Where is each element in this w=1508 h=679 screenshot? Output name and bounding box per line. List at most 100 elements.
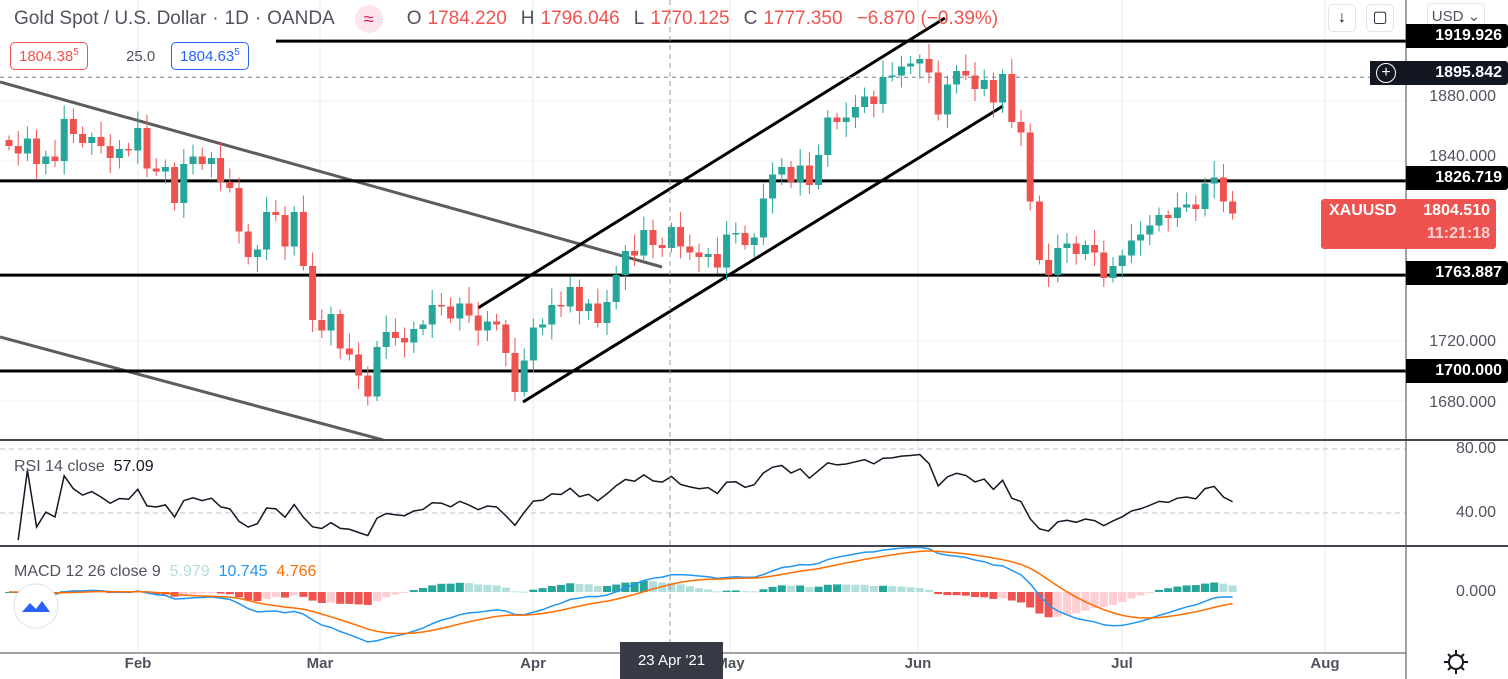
grid [0,0,1406,653]
candle-body [870,96,878,104]
candle-body [152,168,160,172]
macd-histogram-bar [630,582,639,592]
macd-histogram-bar [777,585,786,592]
level-label: 1919.926 [1406,24,1508,48]
macd-histogram-bar [400,592,409,593]
macd-histogram-bar [1228,585,1237,592]
bid-pip: 5 [73,47,79,58]
candle-body [916,59,924,64]
candle-body [585,303,593,311]
macd-histogram-bar [373,592,381,602]
rsi-panel [17,453,1233,541]
candle-body [888,75,896,77]
macd-histogram-bar [492,585,501,592]
macd-histogram-bar [538,588,547,592]
candle-body [594,303,602,323]
macd-histogram-bar [428,585,437,592]
candle-body [750,237,758,245]
macd-histogram-bar [419,587,427,592]
candle-body [14,146,22,154]
candle-body [1219,177,1227,202]
macd-histogram-bar [290,592,299,596]
candle-body [226,182,234,188]
macd-histogram-bar [1182,585,1191,592]
download-arrow-icon[interactable]: ↓ [1328,4,1356,32]
candle-body [60,119,68,161]
macd-histogram-bar [750,591,759,593]
candle-body [198,156,206,164]
fullscreen-icon[interactable]: ▢ [1366,4,1394,32]
candle-body [410,329,418,343]
settings-gear-icon[interactable] [1444,650,1468,674]
candle-body [1229,201,1237,214]
candle-body [23,138,31,154]
buy-button[interactable]: 1804.635 [171,42,249,70]
macd-histogram-bar [345,592,354,604]
candle-body [1127,240,1135,256]
macd-histogram-bar [787,585,795,592]
candle-body [640,230,648,256]
high-value: 1796.046 [540,8,620,29]
candle-body [980,80,988,89]
macd-histogram-bar [271,592,280,598]
candle-body [907,63,915,67]
candle-body [575,287,583,311]
macd-histogram-bar [685,586,694,592]
candle-body [548,305,556,325]
macd-histogram-bar [842,584,851,592]
candle-body [437,305,445,307]
candle-body [1210,177,1218,184]
level-value: 1895.842 [1435,64,1502,81]
candle-body [787,167,795,182]
macd-histogram-bar [741,591,749,593]
macd-histogram-bar [713,591,722,593]
time-label: Aug [1310,655,1340,672]
macd-legend[interactable]: MACD 12 26 close 9 5.979 10.745 4.766 [14,563,316,581]
macd-histogram-bar [888,586,897,592]
macd-histogram-bar [584,584,593,592]
candle-body [51,156,59,161]
rsi-legend[interactable]: RSI 14 close 57.09 [14,458,154,476]
macd-histogram-bar [198,592,207,594]
macd-histogram-bar [409,590,418,592]
high-label: H [520,8,535,29]
candle-body [962,71,970,76]
descending-trendline-upper [0,80,663,269]
level-label: 1826.719 [1406,166,1508,190]
rsi-tick: 80.00 [1455,440,1496,457]
add-plus-icon[interactable]: + [1376,63,1396,83]
separator: · [254,8,262,29]
candle-body [79,134,87,143]
candle-body [272,212,280,215]
macd-label: MACD 12 26 close 9 [14,563,161,580]
sell-button[interactable]: 1804.385 [10,42,88,70]
macd-histogram-bar [897,586,906,592]
macd-histogram-bar [925,589,933,592]
crosshair-date-label: 23 Apr '21 [620,642,723,679]
level-label-hover: +1895.842 [1370,61,1508,85]
time-label: Mar [306,655,334,672]
macd-histogram-bar [943,592,952,596]
macd-histogram-bar [593,585,602,592]
candle-body [382,332,390,347]
candle-body [539,324,547,328]
candle-body [290,212,298,247]
candle-body [456,303,464,319]
macd-histogram-bar [1099,592,1108,608]
macd-histogram-bar [308,592,317,601]
symbol-title[interactable]: Gold Spot / U.S. Dollar [14,8,207,29]
candle-body [125,149,133,151]
candle-body [769,174,777,199]
candle-body [953,71,961,85]
macd-histogram-bar [823,584,832,592]
candle-body [502,324,510,353]
candle-body [833,117,841,122]
macd-histogram-bar [814,586,823,592]
channel-upper [477,16,946,310]
candle-body [557,305,565,307]
market-status-icon[interactable]: ≈ [354,5,383,33]
macd-histogram-bar [603,585,611,592]
candle-body [318,320,326,331]
interval[interactable]: 1D [224,8,249,29]
